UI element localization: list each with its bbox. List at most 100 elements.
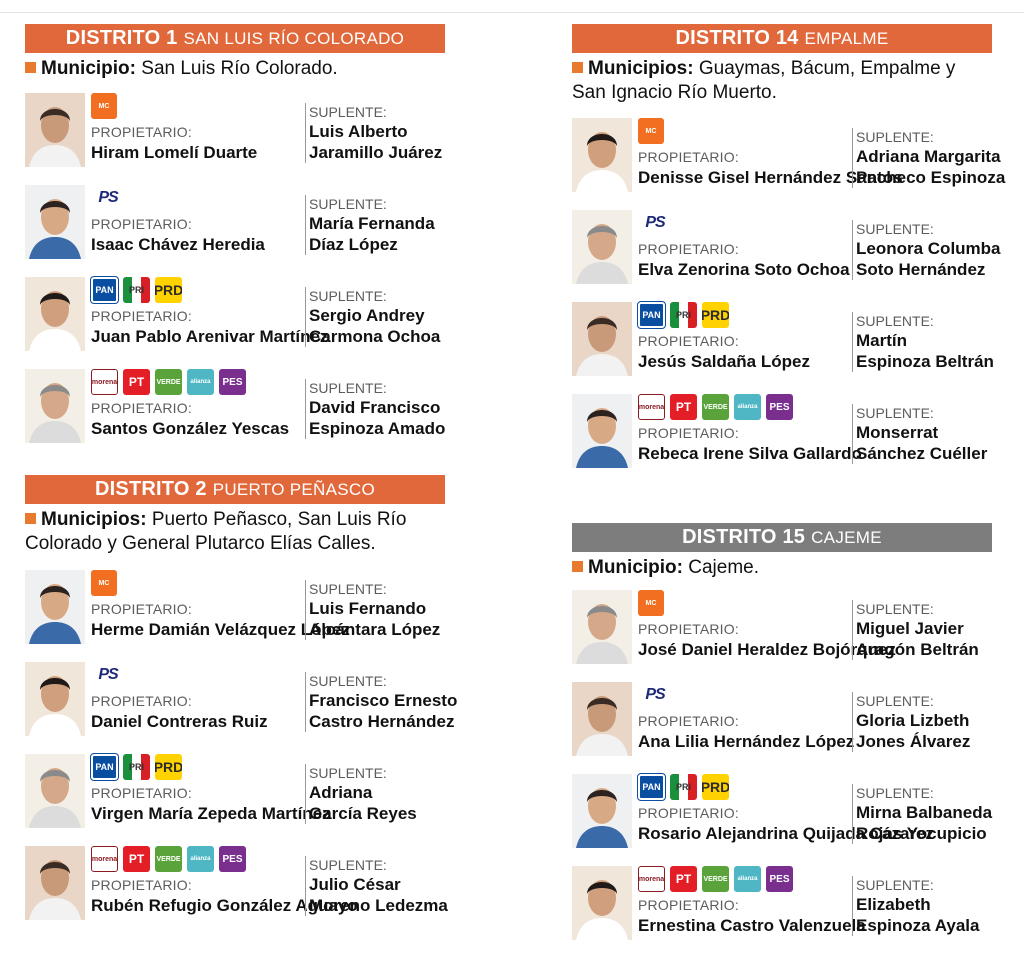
propietario-label: PROPIETARIO: <box>638 241 739 257</box>
suplente-block: SUPLENTE: María Fernanda Díaz López <box>305 195 435 255</box>
candidate-photo <box>25 570 85 644</box>
district-number: DISTRITO 2 <box>95 478 207 500</box>
suplente-last-name: Castro Hernández <box>309 712 455 731</box>
party-logos: morena PT VERDE alianza PES <box>638 394 793 420</box>
party-morena-text: morena <box>91 378 118 386</box>
party-logos: PS <box>638 210 672 236</box>
party-prd-text: PRD <box>702 307 729 323</box>
suplente-first-name: Francisco Ernesto <box>309 691 458 710</box>
party-pri-icon: PRI <box>670 774 697 800</box>
suplente-last-name: Pacheco Espinoza <box>856 168 1006 187</box>
party-ps-icon: PS <box>638 682 672 708</box>
suplente-label: SUPLENTE: <box>309 857 387 873</box>
candidate-row: PS PROPIETARIO: Isaac Chávez Heredia SUPLEN… <box>25 185 445 263</box>
suplente-last-name: Díaz López <box>309 235 398 254</box>
propietario-name: José Daniel Heraldez Bojórquez <box>638 640 896 659</box>
candidate-photo <box>25 185 85 259</box>
suplente-block: SUPLENTE: Luis Alberto Jaramillo Juárez <box>305 103 442 163</box>
suplente-block: SUPLENTE: Sergio Andrey Carmona Ochoa <box>305 287 440 347</box>
party-prd-icon: PRD <box>702 774 729 800</box>
party-pt-text: PT <box>675 400 692 414</box>
suplente-first-name: Gloria Lizbeth <box>856 711 970 730</box>
candidate-row: MC PROPIETARIO: Hiram Lomelí Duarte SUPLENT… <box>25 93 445 171</box>
party-alianza-icon: alianza <box>187 846 214 872</box>
suplente-first-name: David Francisco <box>309 398 441 417</box>
party-pan-icon: PAN <box>91 277 118 303</box>
party-verde-text: VERDE <box>703 875 728 883</box>
candidate-row: PS PROPIETARIO: Elva Zenorina Soto Ochoa SU… <box>572 210 1001 288</box>
candidate-row: morena PT VERDE alianza PES PROPIETARIO: Santo… <box>25 369 445 447</box>
party-alianza-icon: alianza <box>187 369 214 395</box>
propietario-label: PROPIETARIO: <box>638 621 739 637</box>
district-header: DISTRITO 1 SAN LUIS RÍO COLORADO <box>25 24 445 53</box>
party-mc-icon: MC <box>91 93 117 119</box>
propietario-name: Hiram Lomelí Duarte <box>91 143 258 162</box>
propietario-label: PROPIETARIO: <box>638 333 739 349</box>
candidate-row: PAN PRI PRD PROPIETARIO: Jesús Saldaña López… <box>572 302 994 380</box>
district-place: CAJEME <box>811 527 882 547</box>
suplente-label: SUPLENTE: <box>309 288 387 304</box>
suplente-first-name: Mirna Balbaneda <box>856 803 993 822</box>
suplente-first-name: Monserrat <box>856 423 939 442</box>
suplente-block: SUPLENTE: Julio César Moreno Ledezma <box>305 856 448 916</box>
party-pan-text: PAN <box>95 285 114 295</box>
party-pes-text: PES <box>222 853 243 865</box>
party-verde-icon: VERDE <box>702 394 729 420</box>
suplente-last-name: Espinoza Ayala <box>856 916 980 935</box>
municipios-label: Municipio: <box>588 557 683 578</box>
propietario-label: PROPIETARIO: <box>638 805 739 821</box>
suplente-block: SUPLENTE: Luis Fernando Alcántara López <box>305 580 440 640</box>
suplente-label: SUPLENTE: <box>309 673 387 689</box>
party-alianza-text: alianza <box>190 856 211 862</box>
district-number: DISTRITO 1 <box>65 27 178 49</box>
party-logos: morena PT VERDE alianza PES <box>91 369 246 395</box>
party-alianza-icon: alianza <box>734 394 761 420</box>
candidate-photo <box>572 394 632 468</box>
party-alianza-text: alianza <box>737 876 758 882</box>
district-place: PUERTO PEÑASCO <box>212 479 375 499</box>
propietario-label: PROPIETARIO: <box>91 308 192 324</box>
propietario-name: Denisse Gisel Hernández Santos <box>638 168 903 187</box>
party-pes-icon: PES <box>766 866 793 892</box>
party-morena-icon: morena <box>638 394 665 420</box>
propietario-label: PROPIETARIO: <box>91 693 192 709</box>
party-logos: morena PT VERDE alianza PES <box>638 866 793 892</box>
propietario-name: Rebeca Irene Silva Gallardo <box>638 444 862 463</box>
candidate-row: morena PT VERDE alianza PES PROPIETARIO: Ernes… <box>572 866 992 944</box>
party-logos: PAN PRI PRD <box>638 774 729 800</box>
district-header: DISTRITO 2 PUERTO PEÑASCO <box>25 475 445 504</box>
party-alianza-text: alianza <box>190 379 211 385</box>
suplente-last-name: García Reyes <box>309 804 417 823</box>
party-prd-text: PRD <box>155 282 182 298</box>
candidate-photo <box>572 866 632 940</box>
propietario-label: PROPIETARIO: <box>91 877 192 893</box>
propietario-label: PROPIETARIO: <box>638 149 739 165</box>
party-mc-text: MC <box>645 599 657 607</box>
suplente-label: SUPLENTE: <box>856 221 934 237</box>
suplente-last-name: Jaramillo Juárez <box>309 143 443 162</box>
suplente-first-name: Elizabeth <box>856 895 931 914</box>
party-pt-text: PT <box>675 872 692 886</box>
suplente-label: SUPLENTE: <box>856 129 934 145</box>
candidate-photo <box>25 369 85 443</box>
suplente-first-name: Julio César <box>309 875 401 894</box>
party-mc-text: MC <box>98 579 110 587</box>
party-mc-icon: MC <box>91 570 117 596</box>
party-pt-text: PT <box>128 852 145 866</box>
district-d14: DISTRITO 14 EMPALME Municipios: Guaymas, B… <box>572 24 992 105</box>
district-place: EMPALME <box>804 28 889 48</box>
party-pan-icon: PAN <box>638 774 665 800</box>
propietario-name: Rosario Alejandrina Quijada Cázarez <box>638 824 935 843</box>
suplente-last-name: Soto Hernández <box>856 260 986 279</box>
municipios-line: Municipios: Puerto Peñasco, San Luis Río… <box>25 508 445 556</box>
party-pan-text: PAN <box>642 782 661 792</box>
party-pes-icon: PES <box>766 394 793 420</box>
propietario-name: Daniel Contreras Ruiz <box>91 712 268 731</box>
candidate-row: PS PROPIETARIO: Daniel Contreras Ruiz SUPLE… <box>25 662 457 740</box>
suplente-last-name: Carmona Ochoa <box>309 327 441 346</box>
candidate-photo <box>572 682 632 756</box>
candidate-photo <box>572 774 632 848</box>
suplente-last-name: Aragón Beltrán <box>856 640 979 659</box>
party-prd-icon: PRD <box>702 302 729 328</box>
suplente-first-name: Sergio Andrey <box>309 306 425 325</box>
